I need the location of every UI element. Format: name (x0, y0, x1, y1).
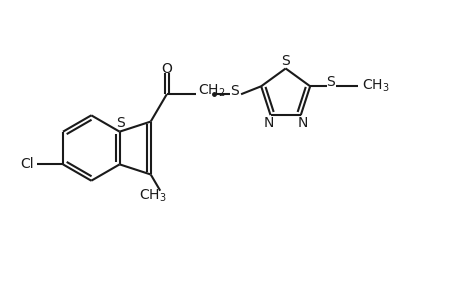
Text: CH$_2$: CH$_2$ (198, 83, 225, 100)
Text: CH$_3$: CH$_3$ (361, 78, 388, 94)
Text: N: N (297, 116, 307, 130)
Text: CH$_3$: CH$_3$ (139, 187, 166, 204)
Text: N: N (263, 116, 273, 130)
Text: S: S (326, 75, 335, 89)
Text: S: S (229, 84, 238, 98)
Text: S: S (116, 116, 125, 130)
Text: S: S (280, 54, 290, 68)
Text: Cl: Cl (21, 158, 34, 171)
Text: O: O (161, 62, 172, 76)
